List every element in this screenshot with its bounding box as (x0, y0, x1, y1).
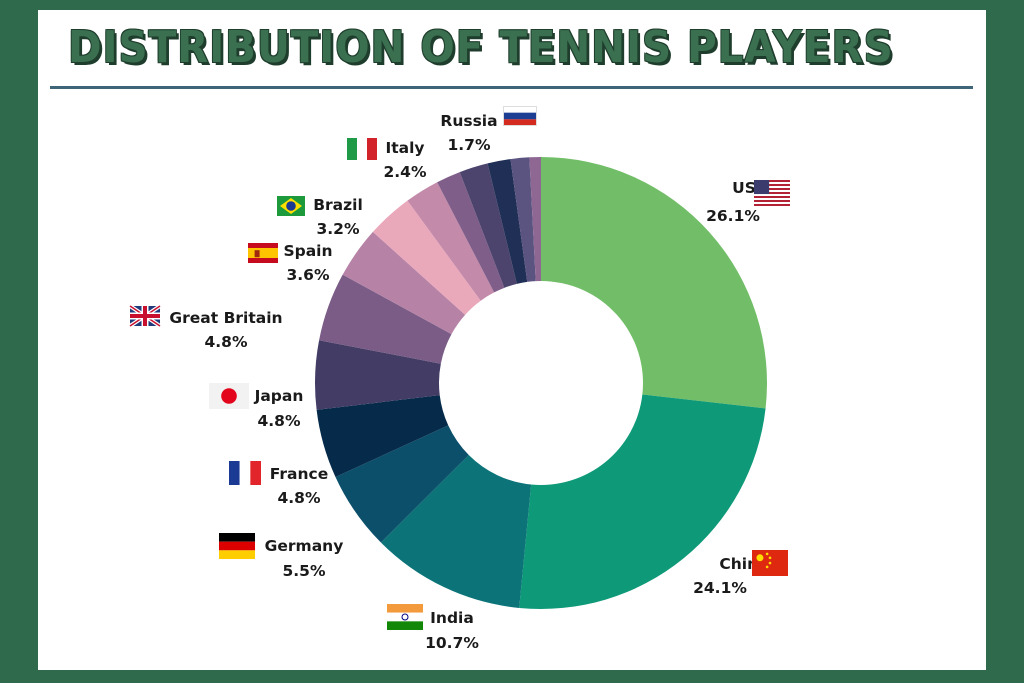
chart-title: DISTRIBUTION OF TENNIS PLAYERS (68, 22, 894, 73)
value-japan: 4.8% (258, 412, 301, 430)
slice-india (380, 455, 532, 608)
slice-russia (437, 172, 505, 293)
slice-china (519, 394, 766, 609)
slice-germany (335, 425, 469, 543)
label-brazil: Brazil (313, 196, 363, 214)
value-great-britain: 4.8% (205, 333, 248, 351)
title-divider (50, 86, 973, 89)
slices (315, 157, 767, 609)
label-us: US (732, 179, 756, 197)
germany-flag-icon (219, 533, 255, 559)
italy-flag-icon (347, 138, 377, 160)
slice-great-britain (319, 274, 452, 364)
label-italy: Italy (385, 139, 424, 157)
slice-minor-4 (529, 157, 541, 282)
france-flag-icon (229, 461, 261, 485)
slice-italy (407, 182, 495, 301)
slice-france (316, 395, 449, 478)
value-brazil: 3.2% (317, 220, 360, 238)
value-india: 10.7% (425, 634, 479, 652)
value-us: 26.1% (706, 207, 760, 225)
japan-flag-icon (209, 383, 249, 409)
label-germany: Germany (265, 537, 344, 555)
india-flag-icon (387, 604, 423, 630)
labels: US26.1%China24.1%India10.7%Germany5.5%Fr… (128, 106, 790, 652)
spain-flag-icon (248, 243, 278, 263)
brazil-flag-icon (277, 196, 305, 216)
value-spain: 3.6% (287, 266, 330, 284)
slice-minor-3 (510, 157, 536, 282)
slice-japan (315, 340, 441, 410)
value-germany: 5.5% (283, 562, 326, 580)
label-great-britain: Great Britain (169, 309, 282, 327)
label-spain: Spain (283, 242, 332, 260)
label-russia: Russia (440, 112, 497, 130)
us-flag-icon (754, 180, 790, 206)
slice-us (541, 157, 767, 409)
slice-brazil (372, 200, 481, 315)
label-japan: Japan (254, 387, 304, 405)
value-france: 4.8% (278, 489, 321, 507)
value-italy: 2.4% (384, 163, 427, 181)
label-india: India (430, 609, 474, 627)
russia-flag-icon (503, 106, 537, 126)
value-china: 24.1% (693, 579, 747, 597)
slice-spain (342, 231, 466, 335)
slice-minor-2 (487, 159, 528, 284)
china-flag-icon (752, 550, 788, 576)
label-france: France (270, 465, 328, 483)
great-britain-flag-icon (128, 304, 162, 328)
value-russia: 1.7% (448, 136, 491, 154)
slice-minor-1 (459, 163, 517, 288)
